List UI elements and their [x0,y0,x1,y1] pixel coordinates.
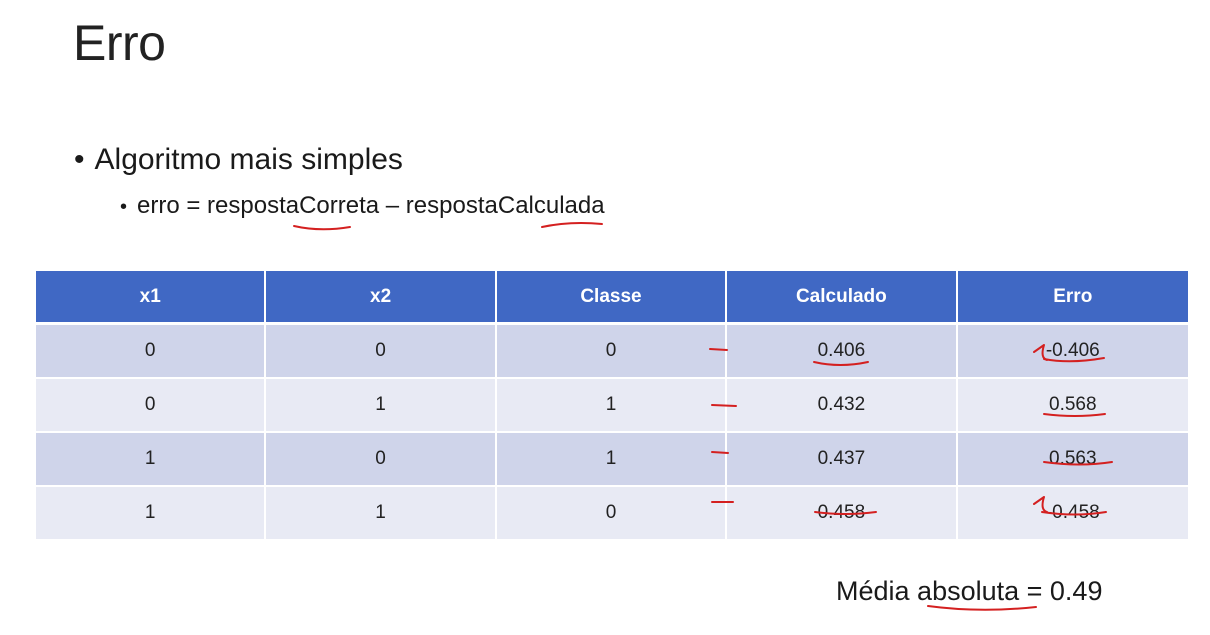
underline-sto-1 [293,225,351,231]
header-x1: x1 [36,271,267,322]
cell-calculado: 0.432 [727,377,958,431]
cell-x1: 0 [36,377,267,431]
underline-ta-2 [541,222,603,228]
footer-suffix: = 0.49 [1019,576,1103,606]
bullet-main: • Algoritmo mais simples [74,143,403,177]
error-table: x1 x2 Classe Calculado Erro 0 0 0 0.406 … [36,271,1188,539]
cell-calculado: 0.437 [727,431,958,485]
header-classe: Classe [496,271,728,322]
cell-x2: 1 [266,377,497,431]
table-row: 0 0 0 0.406 -0.406 [36,322,1188,377]
table-row: 0 1 1 0.432 0.568 [36,377,1188,431]
cell-classe: 1 [496,431,728,485]
header-erro: Erro [957,271,1188,322]
cell-classe: 0 [496,485,728,539]
bullet-dot-icon: • [74,143,85,176]
cell-x2: 0 [266,322,497,377]
bullet-dot-icon: • [120,196,128,218]
bullet-sub-text: erro = respostaCorreta – respostaCalcula… [137,192,605,219]
bullet-main-text: Algoritmo mais simples [94,143,403,176]
footer-prefix: Média [836,576,918,606]
cell-x2: 0 [266,431,497,485]
cell-erro: -0.406 [957,322,1188,377]
cell-x1: 1 [36,485,267,539]
slide-title: Erro [73,15,166,71]
cell-classe: 1 [496,377,728,431]
cell-classe: 0 [496,322,728,377]
cell-calculado: 0.406 [727,322,958,377]
footer-underlined: absoluta [917,576,1020,606]
cell-x1: 0 [36,322,267,377]
cell-calculado: 0.458 [727,485,958,539]
table-header-row: x1 x2 Classe Calculado Erro [36,271,1188,322]
cell-x2: 1 [266,485,497,539]
table-row: 1 0 1 0.437 0.563 [36,431,1188,485]
header-calculado: Calculado [727,271,958,322]
cell-erro: 0.563 [957,431,1188,485]
bullet-sub: • erro = respostaCorreta – respostaCalcul… [120,192,605,220]
cell-x1: 1 [36,431,267,485]
header-x2: x2 [266,271,497,322]
mean-absolute-error: Média absoluta = 0.49 [836,576,1102,607]
table-row: 1 1 0 0.458 -0.458 [36,485,1188,539]
cell-erro: -0.458 [957,485,1188,539]
cell-erro: 0.568 [957,377,1188,431]
